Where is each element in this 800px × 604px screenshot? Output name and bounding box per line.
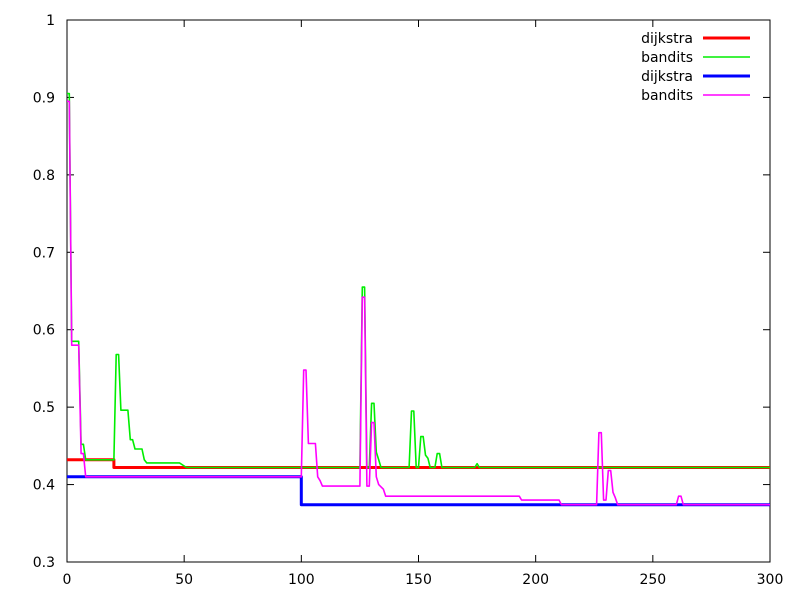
x-tick-label: 50 bbox=[175, 572, 193, 588]
x-tick-label: 300 bbox=[757, 572, 784, 588]
legend-label: dijkstra bbox=[641, 69, 693, 85]
y-tick-label: 0.4 bbox=[33, 478, 55, 494]
legend-label: dijkstra bbox=[641, 31, 693, 47]
x-tick-label: 150 bbox=[405, 572, 432, 588]
series-line-2 bbox=[67, 92, 770, 469]
series-line-3 bbox=[67, 475, 770, 507]
y-tick-label: 0.6 bbox=[33, 323, 55, 339]
y-tick-label: 0.5 bbox=[33, 400, 55, 416]
x-tick-label: 200 bbox=[522, 572, 549, 588]
y-tick-label: 1 bbox=[46, 13, 55, 29]
series-layer bbox=[67, 92, 770, 507]
y-tick-label: 0.7 bbox=[33, 245, 55, 261]
legend: dijkstra bandits dijkstra bandits bbox=[641, 31, 750, 104]
y-tick-label: 0.8 bbox=[33, 168, 55, 184]
legend-label: bandits bbox=[641, 50, 693, 66]
y-tick-label: 0.9 bbox=[33, 90, 55, 106]
x-tick-label: 100 bbox=[288, 572, 315, 588]
x-tick-label: 0 bbox=[63, 572, 72, 588]
y-tick-label: 0.3 bbox=[33, 555, 55, 571]
legend-label: bandits bbox=[641, 88, 693, 104]
x-tick-label: 250 bbox=[639, 572, 666, 588]
axis-ticks: 0 50 100 150 200 250 300 0.3 0.4 0.5 0.6 0.7 0.8 0.9 1 bbox=[33, 13, 784, 588]
series-line-4 bbox=[67, 100, 770, 506]
